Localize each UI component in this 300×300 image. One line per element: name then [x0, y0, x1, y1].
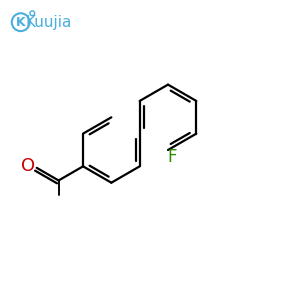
Text: K: K	[16, 16, 26, 29]
Text: Kuujia: Kuujia	[26, 15, 72, 30]
Text: O: O	[21, 157, 35, 175]
Text: F: F	[168, 148, 177, 166]
